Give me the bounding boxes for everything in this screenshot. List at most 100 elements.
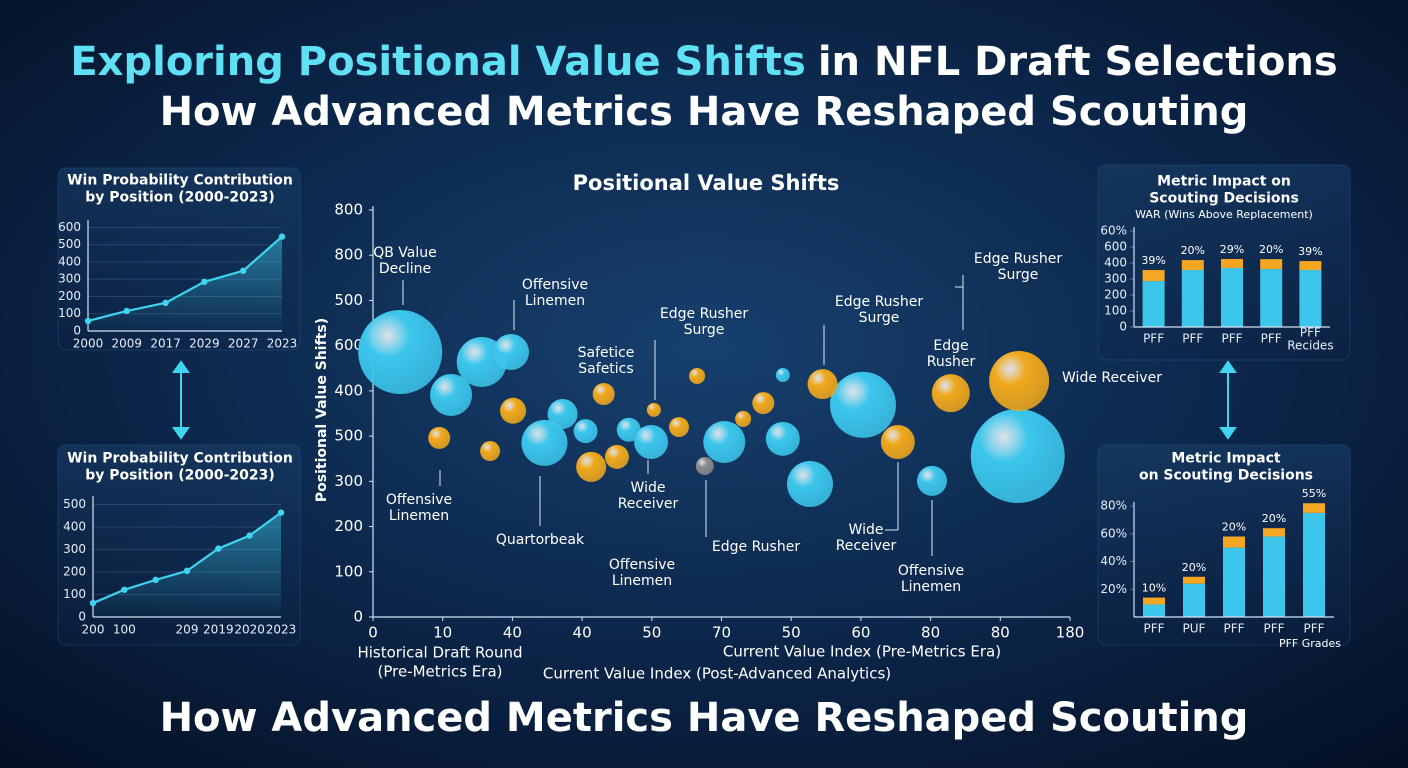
bubble [916,465,947,496]
x-tick-label: PFF [1221,332,1242,346]
text-line: Wide [631,480,666,496]
y-tick-label: 200 [334,517,363,535]
y-tick-label: 60% [1100,526,1127,540]
y-tick-label: 20% [1100,582,1127,596]
bubble [604,444,629,469]
point [277,509,285,516]
chart-title: Metric Impact on Scouting Decisions [1149,174,1299,207]
y-tick-label: 100 [58,306,81,320]
bubble [735,410,752,427]
x-tick-label: 40 [503,624,522,642]
bar-segment [1183,583,1205,617]
text-line: Edge Rusher [835,294,923,310]
bubble [775,368,790,383]
x-tick-label: PFF [1143,622,1164,636]
bubble [547,398,578,429]
annotation: Offensive Linemen [898,563,964,595]
bubble [616,417,641,442]
point [89,599,97,607]
x-tick-label: 10 [433,624,452,642]
y-tick-label: 80% [1100,499,1127,513]
bubble [592,383,615,406]
bar-label: 39% [1141,254,1165,267]
y-tick-label: 300 [58,272,81,286]
bar-segment [1223,536,1245,548]
x-tick-label: 2027 [228,337,259,351]
x-tick-label: 2009 [112,337,143,351]
bubble [576,451,607,482]
bar-segment [1142,270,1165,282]
y-tick-label: 500 [58,237,81,251]
y-tick-label: 100 [334,562,363,580]
bar-segment [1181,270,1204,327]
point [240,267,247,274]
bubble [989,350,1050,411]
x-tick-label: PFF [1182,332,1203,346]
bar-segment [1263,536,1285,617]
y-tick-label: 60% [1100,224,1127,238]
text-line: (Pre-Metrics Era) [377,662,502,680]
annotation: Quartorbeak [496,532,585,548]
y-tick-label: 300 [63,542,86,556]
title: Exploring Positional Value Shifts in NFL … [70,39,1337,85]
arrow-left [172,360,190,440]
x-tick-label: 2017 [150,337,181,351]
point [278,233,286,240]
y-tick-label: 200 [1104,288,1127,302]
point [215,545,222,552]
chart-title: Win Probability Contribution by Position … [67,451,293,484]
y-tick-label: 300 [1104,272,1127,286]
bar-label: 29% [1220,243,1244,256]
arrow-right [1219,360,1237,440]
x-tick-label: 2020 [234,623,265,637]
annotation: Offensive Linemen [609,557,675,589]
bar-segment [1299,270,1322,327]
annotation: Wide Receiver [1062,370,1162,386]
text-line: Linemen [525,293,585,309]
bar-label: 20% [1182,561,1206,574]
bar-segment [1263,528,1285,537]
text-line: Linemen [612,573,672,589]
annotation: Edge Rusher Surge [660,306,748,338]
text-line: Rusher [927,354,976,370]
bar-segment [1299,261,1322,271]
bubble [931,374,970,413]
text-line: Offensive [522,277,588,293]
text-line: Offensive [609,557,675,573]
chart-title: Metric Impact on Scouting Decisions [1139,451,1313,484]
bubble [428,426,451,449]
text-line: Metric Impact [1171,451,1281,467]
text-line: Safetics [578,361,633,377]
bubble [573,419,598,444]
line [87,235,283,323]
title-rest: in NFL Draft Selections [818,39,1338,85]
annotation: Offensive Linemen [386,492,452,524]
text-line: Historical Draft Round [357,643,522,661]
text-line: Offensive [386,492,452,508]
y-tick-label: 100 [63,587,86,601]
y-tick-label: 800 [334,246,363,264]
point [123,307,130,315]
text-line: Scouting Decisions [1149,191,1299,207]
bubble [695,456,714,475]
y-tick-label: 0 [78,610,86,624]
text-line: Edge Rusher [974,251,1062,267]
bar-segment [1303,512,1325,617]
bubble [829,371,896,438]
y-tick-label: 200 [63,565,86,579]
x-tick-label: PUF [1183,622,1206,636]
bar-label: 20% [1262,512,1286,525]
bubble [689,367,706,384]
bubble [430,373,473,416]
y-tick-label: 200 [58,289,81,303]
y-tick-label: 400 [58,254,81,268]
text-line: Surge [684,322,725,338]
x-tick-label: 80 [921,624,940,642]
annotation: Edge Rusher Surge [974,251,1062,283]
bar-segment [1142,281,1165,327]
title-highlight: Exploring Positional Value Shifts [70,39,806,85]
text-line: Surge [859,310,900,326]
annotation: QB Value Decline [373,245,437,277]
x-axis-label: PFF Grades [1279,637,1341,650]
